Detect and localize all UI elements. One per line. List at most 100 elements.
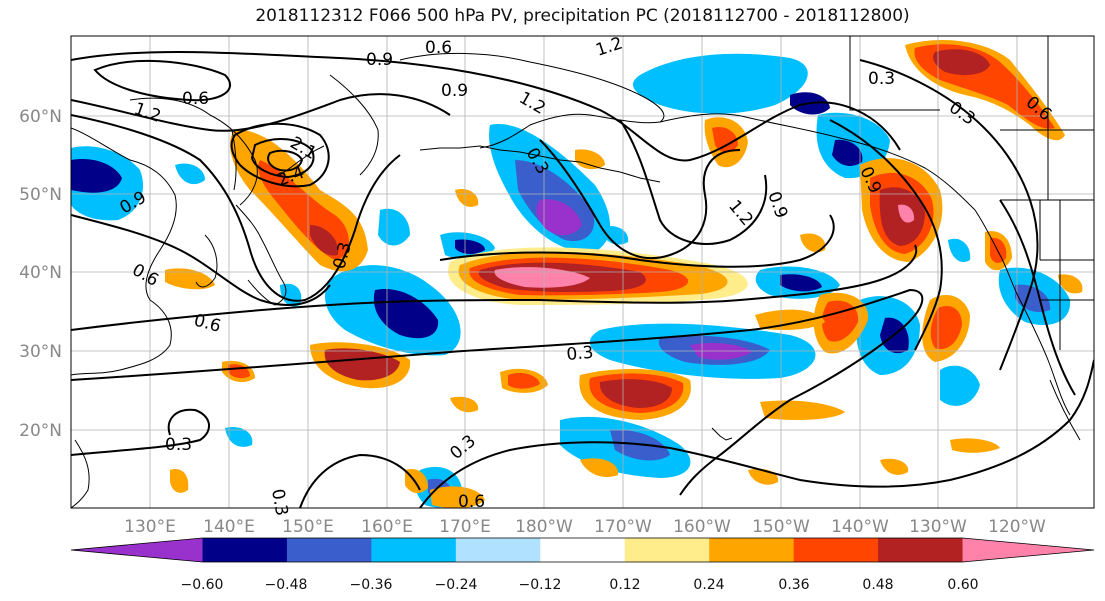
colorbar-tick-label: −0.48 [265,577,308,593]
neg-anomaly-11 [940,365,980,406]
pos-anomaly-6-core [933,49,990,76]
pos-anomaly-9 [755,309,825,330]
map-title: 2018112312 F066 500 hPa PV, precipitatio… [255,6,910,26]
lat-label-50n: 50°N [19,185,62,205]
colorbar-tick-labels: −0.60 −0.48 −0.36 −0.24 −0.12 0.12 0.24 … [181,577,979,593]
colorbar-tick-label: −0.12 [519,577,562,593]
colorbar-swatch [455,538,541,562]
neg-anomaly-16 [225,426,253,447]
contour-0-9-mid [439,214,835,268]
border-alaska-canada [849,36,940,111]
colorbar-swatch [286,538,372,562]
border-canada-provinces [1000,36,1094,200]
pos-anomaly-1-core [310,225,339,256]
pos-anomaly-25 [800,233,826,253]
lat-label-20n: 20°N [19,421,62,441]
pos-anomaly-20 [455,188,479,207]
contour-ridge-east-2 [859,59,1039,371]
colorbar-outline [70,537,1095,563]
pos-anomaly-5-pink [898,204,915,223]
colorbar-tick-label: 0.60 [947,577,978,593]
longitude-labels: 130°E 140°E 150°E 160°E 170°E 180°W 170°… [124,517,1046,537]
coast-baja [1049,379,1081,441]
neg-anomaly-18 [948,238,971,262]
coast-korea [195,234,218,288]
contour-ridge-east [829,119,943,351]
coast-russia-north [129,97,258,206]
contour-0-6-mid [71,244,918,331]
colorbar-tick-label: 0.48 [862,577,893,593]
coast-japan [235,204,287,306]
contour-0-6-loop [93,59,232,102]
pos-anomaly-16 [430,486,485,508]
lon-label: 180°W [515,517,573,537]
pos-anomaly-7-core [930,305,962,350]
pos-anomaly-4-core [324,348,400,381]
coast-hawaii [711,427,733,441]
pos-anomaly-8-core [822,300,859,342]
contour-label: 0.6 [182,89,209,109]
coast-kuril [279,145,325,176]
lon-label: 150°W [752,517,810,537]
neg-anomaly-6-core [832,139,863,166]
colorbar-swatch [709,538,795,562]
coast-alaska [399,52,665,149]
neg-anomaly-17 [175,163,205,185]
contour-label: 0.9 [366,50,393,70]
contour-label: 0.3 [868,69,895,89]
colorbar-swatch [624,538,710,562]
latitude-labels: 60°N 50°N 40°N 30°N 20°N [19,107,62,441]
lon-label: 170°E [439,517,491,537]
contour-trough-4 [619,119,768,245]
contour-0-3-main [71,288,924,496]
colorbar-tick-label: −0.60 [181,577,224,593]
contour-0-9-north [71,50,901,162]
neg-anomaly-12-core [780,274,822,292]
colorbar-swatch [202,538,288,562]
colorbar-swatch [71,538,203,562]
pos-anomaly-27 [450,396,479,413]
contour-pv-high-3 [267,149,304,172]
neg-anomaly-13-core [455,239,485,254]
contour-label: 0.6 [425,38,452,58]
graticule [71,36,1094,508]
colorbar-tick-label: −0.24 [435,577,478,593]
lon-label: 150°E [282,517,334,537]
colorbar-tick-label: −0.36 [350,577,393,593]
contour-east-south [799,359,1094,488]
colorbar-swatches [70,537,1095,563]
contour-trough-3 [539,139,741,260]
neg-anomaly-1-core [71,159,122,193]
pos-anomaly-24 [880,458,909,475]
contour-label: 0.3 [566,343,595,365]
pos-anomaly-23 [950,438,1000,453]
pos-anomaly-3-core [599,379,672,408]
lon-label: 120°W [988,517,1046,537]
contour-far-east [999,199,1076,396]
contour-pv-high-1 [230,122,330,188]
coast-canada-west [974,209,1021,301]
colorbar-tick-label: 0.24 [693,577,724,593]
border-us-states [1039,200,1094,350]
contour-label: 0.9 [441,81,468,101]
neg-anomaly-2-core [536,199,582,236]
coast-us-west [1019,299,1071,416]
colorbar-tick-label: 0.12 [609,577,640,593]
contour-pv-high-2 [250,138,315,179]
pos-anomaly-19 [575,149,605,170]
colorbar: −0.60 −0.48 −0.36 −0.24 −0.12 0.12 0.24 … [70,537,1095,593]
lon-label: 160°W [673,517,731,537]
coastlines [71,36,1094,508]
neg-anomaly-14 [378,208,410,246]
pos-anomaly-11-core [712,126,738,153]
pos-anomaly-18 [170,469,189,493]
pos-anomaly-22 [580,458,619,478]
lat-label-40n: 40°N [19,263,62,283]
coast-kamchatka [329,74,379,176]
lon-label: 140°E [203,517,255,537]
coast-asia [71,127,177,376]
contour-label: 0.6 [458,492,485,512]
lat-label-30n: 30°N [19,342,62,362]
pos-anomaly-21 [1058,274,1083,294]
